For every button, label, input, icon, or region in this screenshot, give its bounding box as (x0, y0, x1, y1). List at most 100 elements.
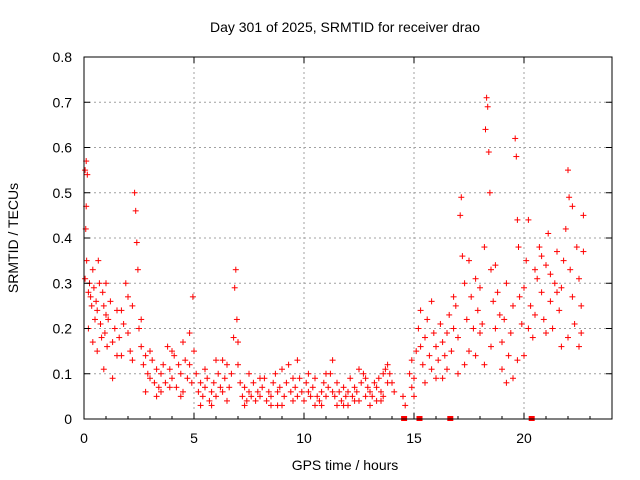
data-point (177, 370, 184, 377)
data-point (228, 370, 235, 377)
x-axis-title: GPS time / hours (292, 457, 399, 473)
data-point (482, 126, 489, 133)
data-point (472, 352, 479, 359)
data-point (486, 189, 493, 196)
data-point (162, 379, 169, 386)
data-point (466, 348, 472, 355)
data-point (558, 343, 565, 350)
data-point (169, 348, 175, 355)
data-point (402, 402, 409, 409)
data-point (134, 266, 141, 273)
data-point (279, 366, 285, 373)
data-point (239, 393, 246, 400)
data-point (458, 194, 465, 201)
data-point (257, 393, 263, 400)
data-point (138, 316, 145, 323)
data-point (565, 334, 571, 341)
grid-lines (84, 57, 612, 419)
data-point (378, 388, 384, 395)
data-point (166, 384, 173, 391)
data-point (477, 284, 483, 291)
data-point (226, 384, 233, 391)
data-point (202, 366, 208, 373)
data-point (422, 334, 428, 341)
data-point (109, 339, 116, 346)
data-point (191, 348, 197, 355)
y-tick-label: 0.7 (53, 94, 73, 110)
data-point (142, 388, 149, 395)
data-point (527, 302, 534, 309)
data-point (463, 316, 470, 323)
data-point (549, 325, 556, 332)
data-point (576, 343, 582, 350)
data-point (461, 361, 468, 368)
data-point (182, 357, 189, 364)
data-point (290, 375, 296, 382)
data-point (512, 135, 519, 142)
data-point (307, 393, 314, 400)
data-point (433, 375, 439, 382)
y-tick-label: 0 (64, 411, 72, 427)
data-point (514, 357, 521, 364)
data-point (263, 397, 270, 404)
data-point (490, 298, 497, 305)
data-point (536, 244, 543, 251)
data-point (235, 361, 241, 368)
data-point (151, 379, 158, 386)
data-point (171, 352, 178, 359)
data-point (554, 289, 560, 296)
y-tick-label: 0.5 (53, 185, 73, 201)
data-point (204, 375, 211, 382)
data-point (576, 275, 582, 282)
data-point (391, 388, 398, 395)
data-point (437, 320, 444, 327)
data-point (513, 153, 520, 160)
y-tick-label: 0.3 (53, 275, 73, 291)
data-point (457, 212, 464, 219)
data-point (125, 330, 131, 337)
data-point (95, 257, 102, 264)
data-point (82, 275, 89, 282)
data-point (334, 379, 340, 386)
data-point (283, 379, 290, 386)
data-point (323, 393, 329, 400)
data-point (235, 339, 241, 346)
data-point (206, 397, 213, 404)
data-point (516, 293, 523, 300)
data-point (312, 402, 318, 409)
data-point (224, 361, 230, 368)
data-point (219, 357, 226, 364)
data-point (90, 284, 97, 291)
data-point (213, 357, 219, 364)
data-point (466, 257, 472, 264)
data-point (221, 375, 228, 382)
data-point (543, 330, 549, 337)
data-point (481, 361, 488, 368)
data-point (580, 248, 587, 255)
data-point (316, 397, 323, 404)
data-point (100, 302, 107, 309)
data-point (347, 375, 354, 382)
data-point (314, 393, 321, 400)
data-point (197, 379, 204, 386)
data-point (507, 330, 514, 337)
data-point (510, 375, 516, 382)
data-point (98, 334, 105, 341)
data-point (257, 375, 263, 382)
data-point (318, 402, 325, 409)
data-point (408, 357, 415, 364)
data-point (384, 361, 391, 368)
data-point (415, 325, 422, 332)
data-point (371, 379, 378, 386)
data-point (303, 379, 310, 386)
data-point (426, 352, 433, 359)
data-point (424, 316, 431, 323)
data-point (503, 280, 510, 287)
data-point (569, 293, 576, 300)
data-point (554, 248, 560, 255)
data-point (499, 339, 505, 346)
data-point (543, 262, 549, 269)
data-point (158, 388, 164, 395)
data-point (439, 339, 446, 346)
data-point (109, 375, 116, 382)
